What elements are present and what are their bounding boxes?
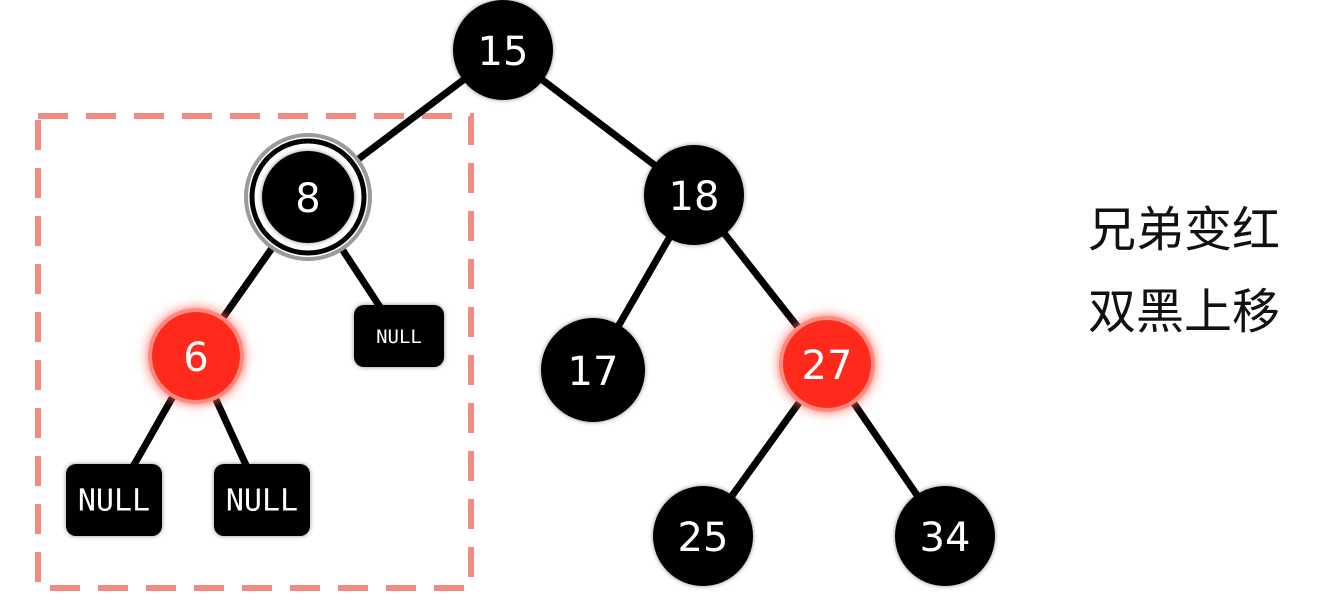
caption-line-2: 双黑上移 (1088, 284, 1281, 340)
null-leaf-label: NULL (78, 484, 150, 519)
tree-node-n34: 34 (895, 486, 995, 586)
tree-node-label: 15 (478, 29, 529, 75)
tree-node-label: 17 (568, 349, 619, 395)
null-leaf-box (66, 464, 162, 536)
tree-node-circle (895, 486, 995, 586)
null-leaf-null6b: NULL (214, 464, 310, 536)
tree-node-circle (779, 316, 875, 412)
tree-nodes: 15 8 18 6 NULL 17 27 NULL NULL 25 34 (66, 0, 995, 586)
tree-node-circle (453, 0, 553, 100)
tree-node-n15: 15 (453, 0, 553, 100)
tree-node-circle (262, 151, 354, 243)
tree-node-circle (541, 318, 645, 422)
tree-node-n18: 18 (644, 145, 744, 245)
null-leaf-label: NULL (376, 326, 422, 348)
tree-node-n6: 6 (148, 308, 244, 404)
tree-node-circle (148, 308, 244, 404)
double-black-inner-ring (249, 138, 367, 256)
tree-edges (110, 46, 949, 540)
tree-node-label: 6 (183, 335, 208, 381)
tree-node-n27: 27 (779, 316, 875, 412)
tree-node-n25: 25 (653, 486, 753, 586)
null-leaf-box (214, 464, 310, 536)
null-leaf-null6a: NULL (66, 464, 162, 536)
tree-node-circle (644, 145, 744, 245)
tree-node-label: 34 (920, 515, 971, 561)
tree-node-n17: 17 (541, 318, 645, 422)
tree-node-circle (653, 486, 753, 586)
tree-node-label: 27 (802, 343, 853, 389)
null-leaf-box (354, 305, 444, 367)
caption-line-1: 兄弟变红 (1088, 202, 1281, 258)
dashed-highlight-box (35, 113, 474, 591)
tree-node-label: 8 (295, 176, 320, 222)
tree-node-label: 25 (678, 515, 729, 561)
tree-node-n8: 8 (244, 133, 372, 261)
tree-node-label: 18 (669, 174, 720, 220)
null-leaf-null8: NULL (354, 305, 444, 367)
null-leaf-label: NULL (226, 484, 298, 519)
